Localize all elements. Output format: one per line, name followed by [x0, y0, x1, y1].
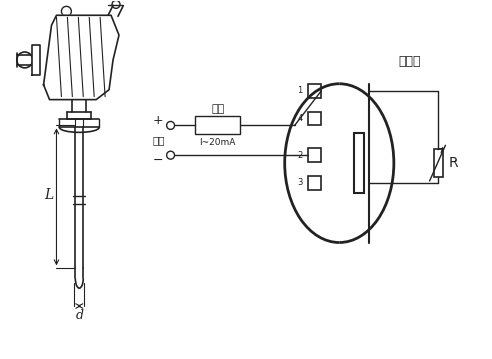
Text: 热电阱: 热电阱 — [399, 55, 421, 69]
Text: d: d — [75, 309, 83, 322]
Text: R: R — [448, 156, 458, 170]
Text: 4: 4 — [297, 114, 303, 123]
Text: 电源: 电源 — [153, 135, 165, 145]
Text: +: + — [153, 114, 164, 127]
Bar — [195, 116, 240, 134]
Text: −: − — [153, 154, 164, 167]
Bar — [354, 133, 364, 193]
Text: 1: 1 — [297, 86, 303, 95]
Bar — [433, 149, 443, 177]
Text: L: L — [44, 188, 53, 202]
Text: 2: 2 — [297, 151, 303, 160]
Bar — [308, 112, 321, 125]
Bar — [308, 148, 321, 162]
Bar — [308, 84, 321, 98]
Polygon shape — [44, 15, 119, 100]
Polygon shape — [31, 45, 40, 75]
Text: I~20mA: I~20mA — [200, 138, 236, 147]
Text: 3: 3 — [297, 178, 303, 187]
Bar — [308, 176, 321, 190]
Text: 负载: 负载 — [211, 103, 224, 113]
